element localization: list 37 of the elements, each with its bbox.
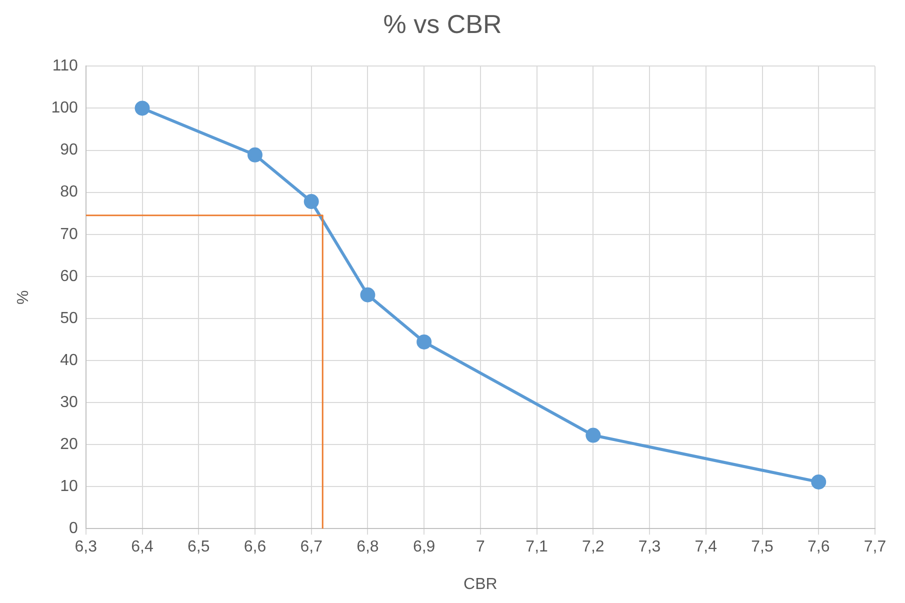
chart-title: % vs CBR xyxy=(383,8,502,39)
x-tick-label: 6,7 xyxy=(300,538,323,556)
x-tick-label: 7,5 xyxy=(751,538,774,556)
y-tick-label: 110 xyxy=(52,58,78,75)
x-tick-label: 7,7 xyxy=(864,538,886,556)
y-tick-label: 30 xyxy=(60,394,78,411)
y-tick-label: 0 xyxy=(68,520,78,538)
y-axis-title: % xyxy=(15,290,32,305)
y-tick-label: 50 xyxy=(60,310,78,327)
x-tick-label: 6,4 xyxy=(131,538,154,556)
point xyxy=(304,194,319,210)
point xyxy=(416,334,432,350)
x-tick-label: 7,3 xyxy=(638,538,661,556)
x-tick-label: 6,5 xyxy=(188,538,210,556)
point xyxy=(811,474,826,490)
x-tick-label: 7,2 xyxy=(582,538,604,556)
y-tick-label: 80 xyxy=(60,184,78,201)
x-tick-label: 6,3 xyxy=(74,538,98,556)
y-tick-label: 90 xyxy=(60,142,78,159)
y-tick-label: 60 xyxy=(60,268,78,285)
point xyxy=(586,428,601,443)
y-tick-label: 10 xyxy=(60,478,78,495)
x-tick-label: 6,9 xyxy=(412,538,436,556)
x-tick-label: 7,4 xyxy=(694,538,718,556)
y-tick-label: 70 xyxy=(60,226,78,243)
x-axis-title: CBR xyxy=(464,576,498,593)
x-tick-label: 6,8 xyxy=(356,538,379,556)
x-tick-label: 7,6 xyxy=(808,538,830,556)
x-tick-label: 7,1 xyxy=(526,538,548,556)
point xyxy=(247,147,262,162)
x-tick-label: 6,6 xyxy=(244,538,266,556)
point xyxy=(134,100,150,116)
y-tick-label: 100 xyxy=(51,100,78,117)
point xyxy=(360,287,376,302)
y-tick-label: 20 xyxy=(60,436,78,453)
y-tick-label: 40 xyxy=(60,352,78,369)
x-tick-label: 7 xyxy=(476,538,485,556)
